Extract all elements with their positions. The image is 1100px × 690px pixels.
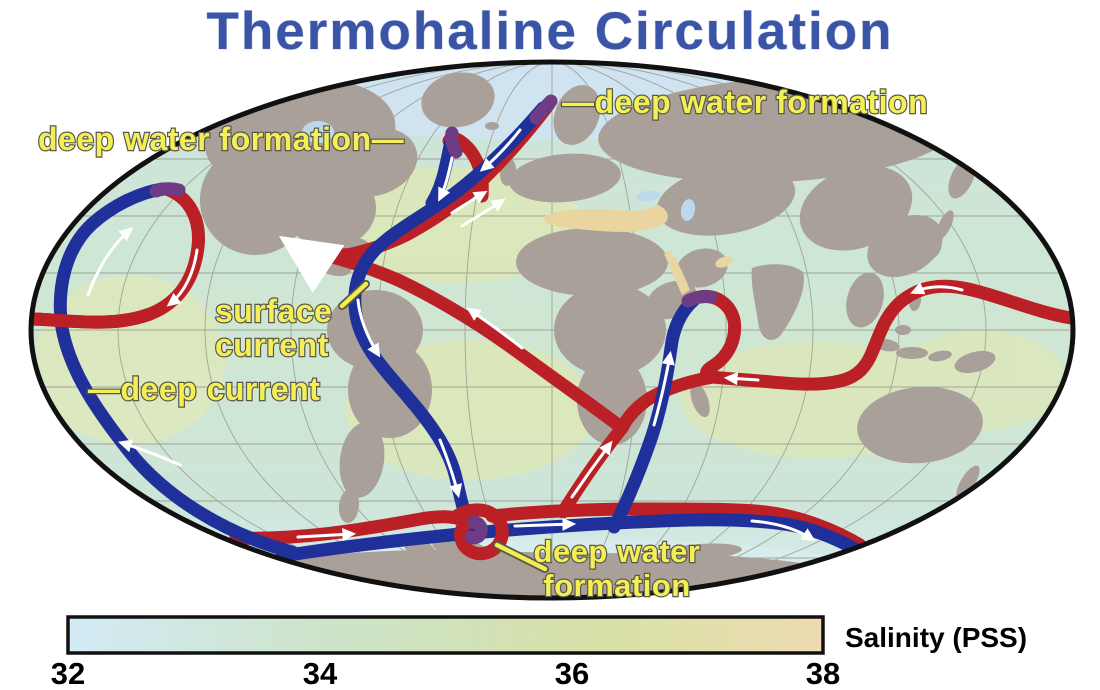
flow-arrows xyxy=(86,128,964,542)
black-sea xyxy=(636,190,660,202)
map-boundary xyxy=(28,59,1076,601)
deep-water-formation-transitions xyxy=(149,94,718,308)
colorbar-tick-36: 36 xyxy=(555,656,589,690)
colorbar-tick-38: 38 xyxy=(806,656,840,690)
marginal-seas xyxy=(302,121,733,295)
caspian-sea xyxy=(680,199,696,221)
label-deep-water-formation-south-line2: formation xyxy=(543,568,690,603)
label-deep-water-formation-right: —deep water formation xyxy=(562,84,928,120)
pointer-deep-water-formation-south xyxy=(494,542,548,572)
annotations: deep water formation— —deep water format… xyxy=(37,83,929,604)
persian-gulf xyxy=(715,256,733,268)
red-sea xyxy=(664,250,690,295)
label-surface-current-line1: surface xyxy=(215,293,332,329)
deep-current-paths xyxy=(53,101,869,563)
colorbar-title: Salinity (PSS) xyxy=(845,622,1027,653)
colorbar-gradient xyxy=(66,615,825,655)
greenland xyxy=(421,72,495,128)
hudson-bay xyxy=(302,121,334,143)
label-deep-current: —deep current xyxy=(88,371,320,407)
salinity-colorbar: 32 34 36 38 Salinity (PSS) xyxy=(51,615,1027,690)
ocean-salinity-tints xyxy=(35,167,1065,480)
antarctic-spiral xyxy=(448,503,509,561)
colorbar-tick-34: 34 xyxy=(303,656,338,690)
colorbar-tick-32: 32 xyxy=(51,656,85,690)
pointer-surface-current xyxy=(339,281,369,309)
label-deep-water-formation-south-line1: deep water xyxy=(534,534,701,569)
surface-current-left-exit xyxy=(31,307,157,329)
label-deep-water-formation-left: deep water formation— xyxy=(38,121,404,157)
label-surface-current-line2: current xyxy=(215,327,329,363)
mediterranean-sea xyxy=(545,205,668,232)
page-title: Thermohaline Circulation xyxy=(206,2,893,61)
australia xyxy=(857,386,983,464)
